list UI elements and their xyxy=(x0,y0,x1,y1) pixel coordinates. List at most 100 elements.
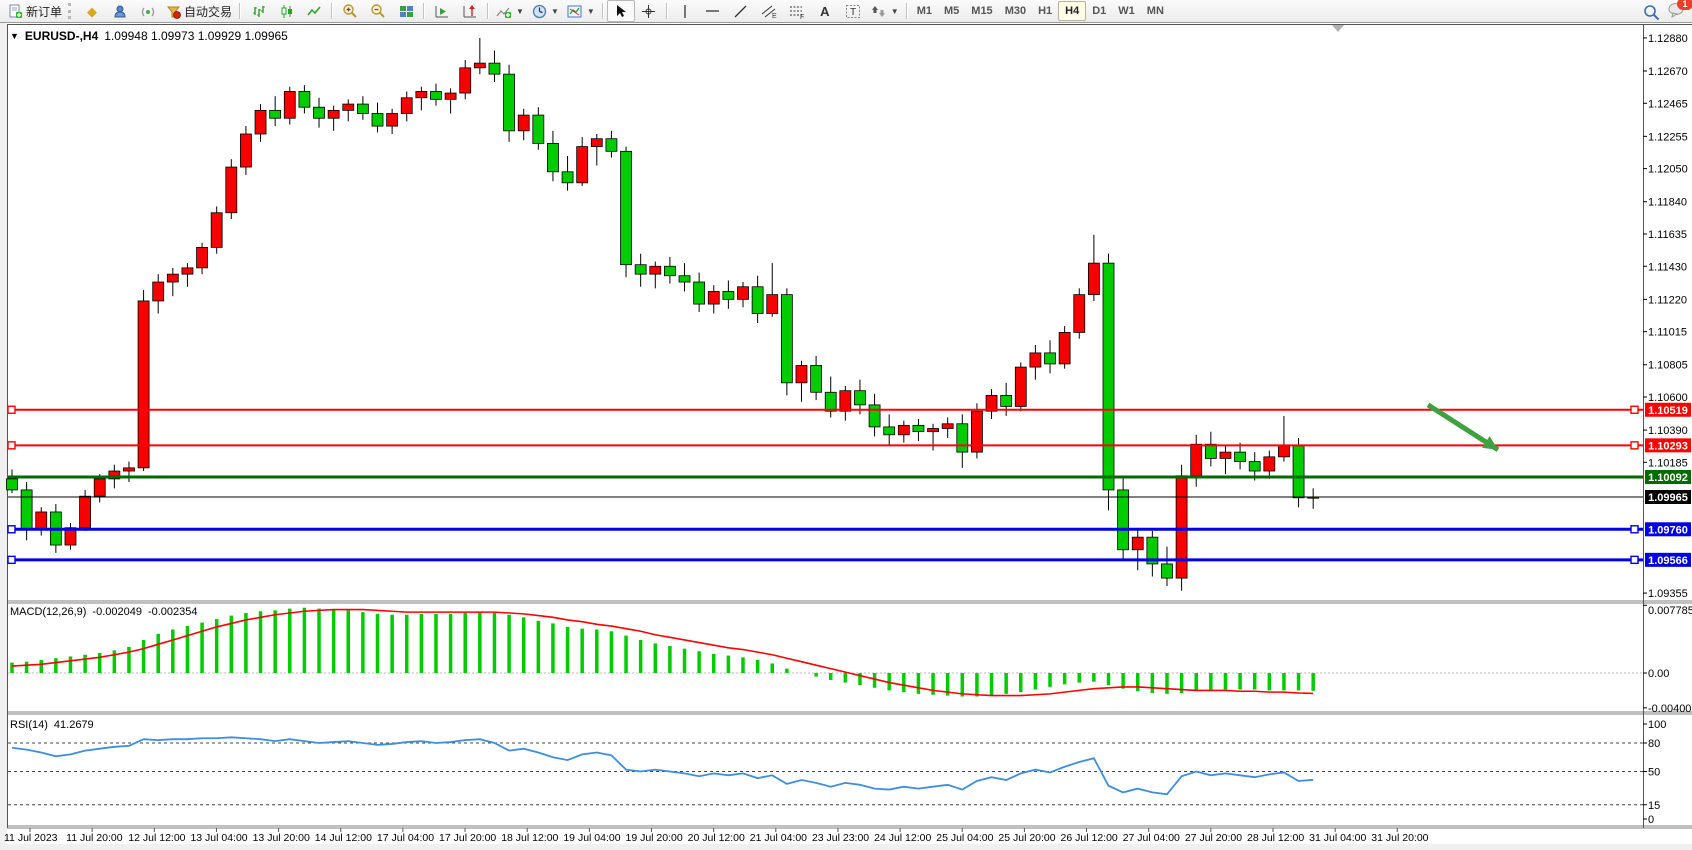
candle-up xyxy=(1131,536,1144,551)
tile-windows-button[interactable] xyxy=(392,0,420,22)
price-badge xyxy=(1645,438,1691,453)
candle-down xyxy=(810,365,822,393)
candle-down xyxy=(912,424,925,433)
candle-up xyxy=(649,265,662,275)
candle-up xyxy=(576,146,589,184)
time-tick-label: 13 Jul 04:00 xyxy=(190,832,247,844)
data-window-button[interactable] xyxy=(106,0,134,22)
periods-button[interactable]: ▼ xyxy=(528,0,563,22)
line-drag-handle[interactable] xyxy=(7,405,16,414)
candle-down xyxy=(605,138,618,152)
time-tick-label: 11 Jul 20:00 xyxy=(66,832,123,844)
line-drag-handle[interactable] xyxy=(7,555,16,565)
zoom-in-button[interactable] xyxy=(336,0,364,22)
line-drag-handle[interactable] xyxy=(7,525,16,534)
macd-axis-label: 0.007785 xyxy=(1648,605,1692,617)
symbol-menu-triangle-icon[interactable]: ▼ xyxy=(10,31,19,41)
indicators-icon xyxy=(496,7,512,18)
candle-down xyxy=(1292,445,1305,499)
trendline-button[interactable] xyxy=(727,0,755,22)
macd-indicator-label: MACD(12,26,9) -0.002049 -0.002354 xyxy=(10,606,198,618)
candle-chart-button[interactable] xyxy=(272,0,300,22)
cursor-icon xyxy=(617,5,627,17)
candle-down xyxy=(20,489,33,530)
price-badge xyxy=(1645,522,1691,537)
vertical-line-button[interactable] xyxy=(671,0,699,22)
arrows-button[interactable]: ▼ xyxy=(867,0,903,22)
timeframe-w1-button[interactable]: W1 xyxy=(1118,5,1135,17)
time-tick-label: 23 Jul 23:00 xyxy=(812,832,869,844)
cursor-button[interactable] xyxy=(606,0,635,22)
candle-down xyxy=(824,391,837,412)
price-badges: 1.10519 1.10293 1.10092 1.09965 1.09760 1.095… xyxy=(1645,402,1691,567)
line-drag-handle[interactable] xyxy=(1630,555,1639,565)
arrow-head xyxy=(1482,436,1498,450)
candles-layer xyxy=(6,37,1320,591)
candle-up xyxy=(1219,451,1232,459)
auto-trading-label: 自动交易 xyxy=(184,4,233,19)
crosshair-button[interactable] xyxy=(635,0,663,22)
timeframe-m1-button[interactable]: M1 xyxy=(916,5,932,17)
text-button[interactable]: A xyxy=(811,0,839,22)
timeframe-m30-button[interactable]: M30 xyxy=(1004,5,1027,17)
market-watch-button[interactable]: ◆ xyxy=(78,0,106,22)
candle-down xyxy=(1248,461,1261,472)
navigator-button[interactable] xyxy=(134,0,162,22)
line-drag-handle[interactable] xyxy=(7,441,16,450)
indicators-button[interactable]: ▼ xyxy=(492,0,528,22)
time-tick-label: 21 Jul 04:00 xyxy=(750,832,807,844)
candle-up xyxy=(210,212,223,248)
timeframe-mn-button[interactable]: MN xyxy=(1146,5,1164,17)
candle-up xyxy=(1014,366,1027,407)
price-badge-label: 1.09566 xyxy=(1648,555,1688,567)
candle-down xyxy=(532,114,545,144)
channel-button[interactable]: E xyxy=(755,0,783,22)
window-bottom-frame xyxy=(0,844,1692,850)
candle-up xyxy=(1278,445,1290,458)
auto-trading-button[interactable]: 自动交易 xyxy=(162,0,236,22)
time-tick-label: 19 Jul 20:00 xyxy=(626,832,683,844)
candle-up xyxy=(152,281,165,302)
line-drag-handle[interactable] xyxy=(1630,405,1639,414)
chart-shift-button[interactable] xyxy=(456,0,484,22)
label-button[interactable]: T xyxy=(839,0,867,22)
search-icon[interactable] xyxy=(1643,4,1660,21)
price-badge-label: 1.10519 xyxy=(1648,405,1688,417)
new-order-button[interactable]: 新订单 xyxy=(4,0,66,22)
autoscroll-icon xyxy=(435,5,449,17)
window-left-frame xyxy=(0,23,7,850)
toolbar-separator xyxy=(905,3,908,19)
bar-chart-button[interactable] xyxy=(244,0,272,22)
price-tick-label: 1.10390 xyxy=(1648,425,1688,437)
timeframe-m5-button[interactable]: M5 xyxy=(944,5,960,17)
time-tick-label: 20 Jul 12:00 xyxy=(688,832,745,844)
templates-button[interactable]: ▼ xyxy=(563,0,599,22)
candle-up xyxy=(342,103,355,111)
annotation-arrow[interactable] xyxy=(1426,402,1500,452)
line-drag-handle[interactable] xyxy=(1630,525,1639,534)
candle-down xyxy=(868,404,881,428)
price-tick-label: 1.10185 xyxy=(1648,457,1688,469)
timeframe-h4-button[interactable]: H4 xyxy=(1058,1,1087,21)
timeframe-d1-button[interactable]: D1 xyxy=(1092,5,1107,17)
fibonacci-button[interactable]: F xyxy=(783,0,811,22)
timeframe-h1-button[interactable]: H1 xyxy=(1038,5,1053,17)
line-chart-button[interactable] xyxy=(300,0,328,22)
autoscroll-button[interactable] xyxy=(428,0,456,22)
notifications-button[interactable]: 1 xyxy=(1668,0,1692,23)
candle-down xyxy=(1146,536,1159,565)
horizontal-line-button[interactable] xyxy=(699,0,727,22)
line-drag-handle[interactable] xyxy=(1630,441,1639,450)
timeframe-m15-button[interactable]: M15 xyxy=(971,5,993,17)
navigator-icon xyxy=(141,7,154,16)
chart-shift-icon xyxy=(463,4,477,17)
zoom-out-button[interactable] xyxy=(364,0,392,22)
candle-up xyxy=(1190,443,1203,477)
candle-down xyxy=(1204,443,1217,459)
candle-down xyxy=(371,113,384,127)
candle-up xyxy=(1073,294,1086,333)
candle-up xyxy=(927,428,939,433)
templates-icon xyxy=(567,5,582,17)
time-tick-label: 31 Jul 20:00 xyxy=(1371,832,1428,844)
price-tick-label: 1.11220 xyxy=(1648,294,1687,306)
